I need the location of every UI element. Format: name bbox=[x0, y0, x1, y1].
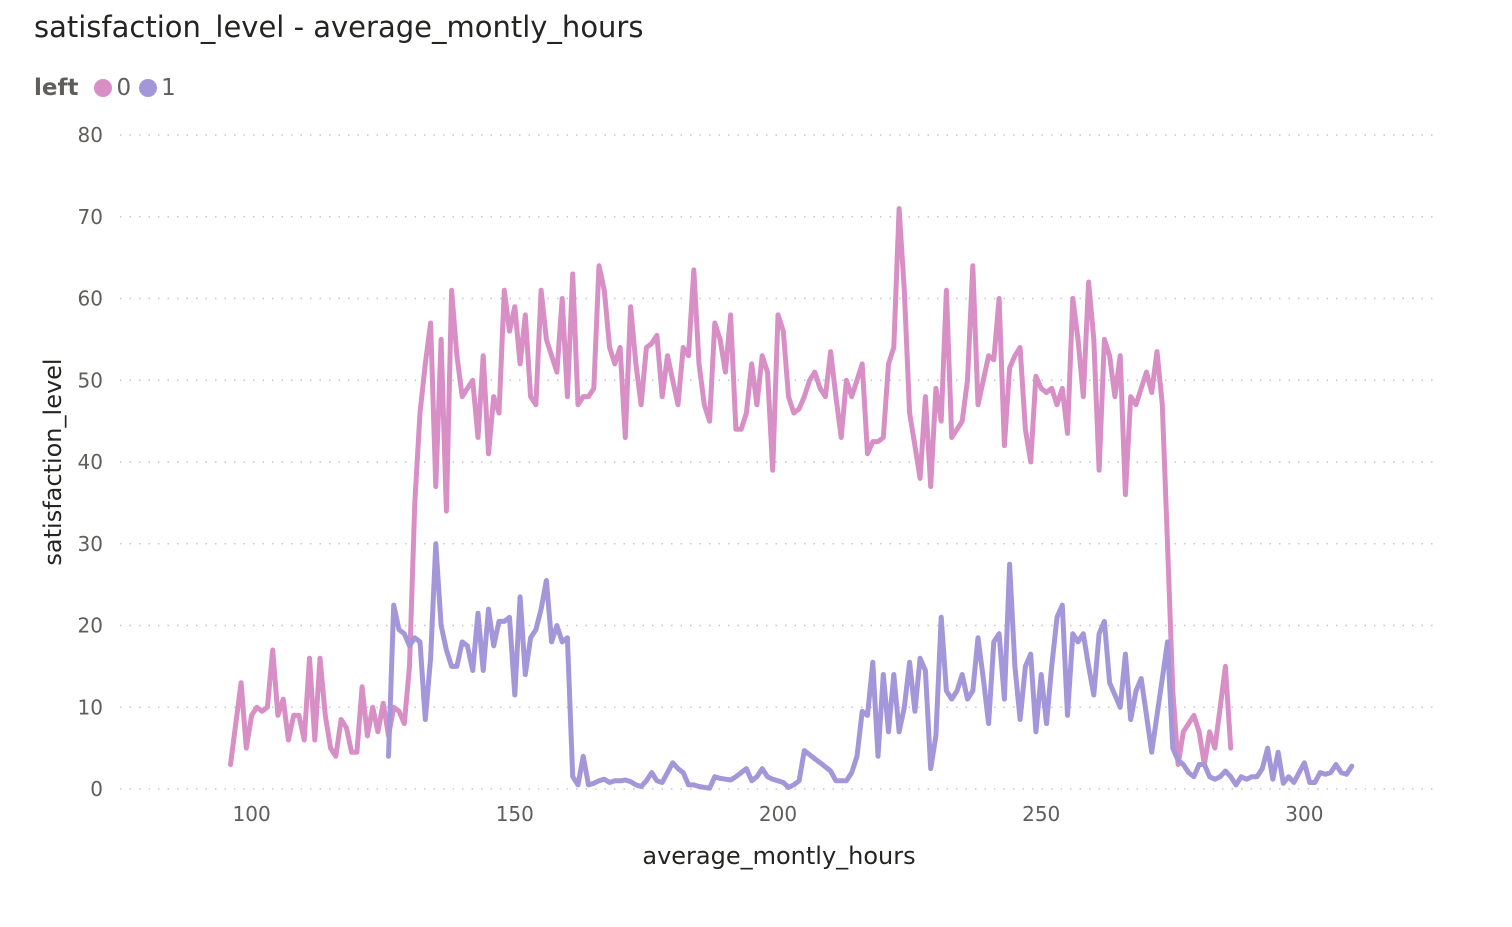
y-axis-ticks: 0 10 20 30 40 50 60 70 80 bbox=[78, 123, 103, 801]
legend-label-1: 1 bbox=[161, 75, 176, 101]
y-tick-label: 60 bbox=[78, 287, 103, 311]
legend: left 0 1 bbox=[34, 72, 184, 104]
y-tick-label: 70 bbox=[78, 205, 103, 229]
legend-marker-1-icon bbox=[139, 79, 158, 97]
x-tick-label: 100 bbox=[233, 802, 271, 826]
y-tick-label: 30 bbox=[78, 532, 103, 556]
gridlines bbox=[120, 134, 1436, 790]
legend-marker-0-icon bbox=[94, 79, 113, 97]
x-axis-ticks: 100 150 200 250 300 bbox=[233, 802, 1324, 826]
series-line-0[interactable] bbox=[228, 206, 1234, 767]
chart-title: satisfaction_level - average_montly_hour… bbox=[34, 10, 644, 44]
series-line-1[interactable] bbox=[386, 541, 1355, 791]
y-axis-title: satisfaction_level bbox=[39, 358, 67, 565]
x-tick-label: 300 bbox=[1285, 802, 1323, 826]
y-tick-label: 20 bbox=[78, 614, 103, 638]
legend-item-0[interactable]: 0 bbox=[94, 75, 131, 101]
x-tick-label: 200 bbox=[759, 802, 797, 826]
y-tick-label: 0 bbox=[90, 777, 103, 801]
y-tick-label: 80 bbox=[78, 123, 103, 147]
x-tick-label: 250 bbox=[1022, 802, 1060, 826]
x-tick-label: 150 bbox=[496, 802, 534, 826]
plot-area bbox=[228, 206, 1355, 791]
legend-item-1[interactable]: 1 bbox=[139, 75, 176, 101]
legend-title: left bbox=[34, 75, 79, 101]
y-tick-label: 40 bbox=[78, 450, 103, 474]
x-axis-title: average_montly_hours bbox=[642, 842, 915, 870]
y-tick-label: 10 bbox=[78, 695, 103, 719]
y-tick-label: 50 bbox=[78, 368, 103, 392]
legend-label-0: 0 bbox=[116, 75, 132, 101]
